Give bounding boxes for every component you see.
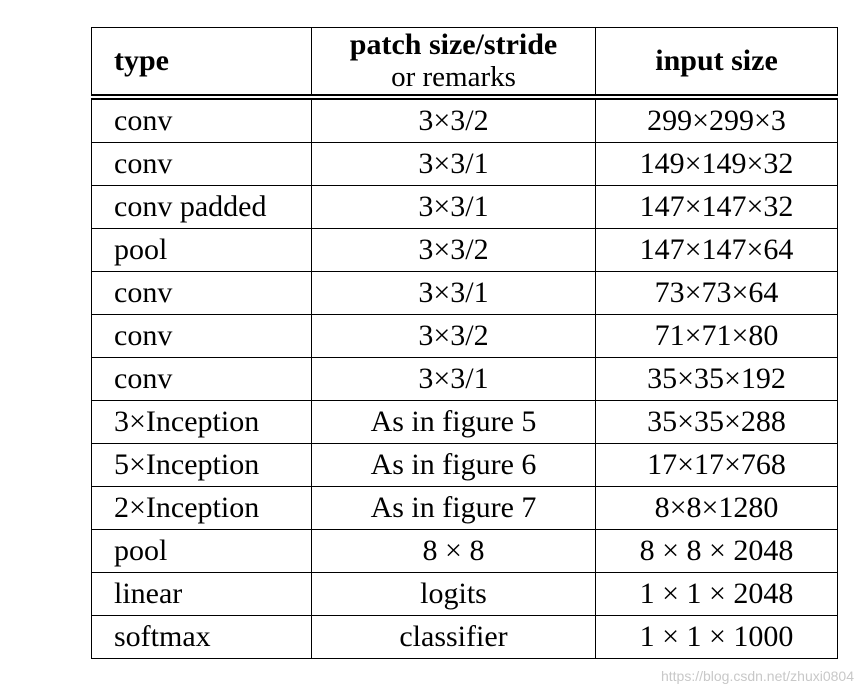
cell-type: 5×Inception bbox=[91, 443, 312, 487]
cell-patch-size: 8 × 8 bbox=[311, 529, 596, 573]
cell-patch-size: classifier bbox=[311, 615, 596, 659]
cell-patch-size: 3×3/2 bbox=[311, 96, 596, 143]
cell-input-size: 35×35×288 bbox=[595, 400, 838, 444]
header-type: type bbox=[91, 27, 312, 97]
watermark-url: https://blog.csdn.net/zhuxi0804 bbox=[660, 668, 854, 684]
cell-type: softmax bbox=[91, 615, 312, 659]
header-patch-size: patch size/stride or remarks bbox=[311, 27, 596, 97]
table-body: conv 3×3/2 299×299×3 conv 3×3/1 149×149×32 con… bbox=[91, 96, 838, 659]
cell-type: conv bbox=[91, 96, 312, 143]
header-patch-line1: patch size/stride bbox=[349, 28, 558, 61]
cell-type: conv bbox=[91, 142, 312, 186]
cell-patch-size: 3×3/1 bbox=[311, 271, 596, 315]
cell-type: pool bbox=[91, 228, 312, 272]
table-row: 2×Inception As in figure 7 8×8×1280 bbox=[91, 486, 838, 530]
header-row: type patch size/stride or remarks input … bbox=[91, 27, 838, 97]
cell-input-size: 1 × 1 × 2048 bbox=[595, 572, 838, 616]
table-row: 3×Inception As in figure 5 35×35×288 bbox=[91, 400, 838, 444]
cell-input-size: 1 × 1 × 1000 bbox=[595, 615, 838, 659]
cell-type: conv bbox=[91, 271, 312, 315]
cell-input-size: 71×71×80 bbox=[595, 314, 838, 358]
table-row: softmax classifier 1 × 1 × 1000 bbox=[91, 615, 838, 659]
cell-type: 3×Inception bbox=[91, 400, 312, 444]
table-row: conv 3×3/1 73×73×64 bbox=[91, 271, 838, 315]
cell-patch-size: 3×3/2 bbox=[311, 228, 596, 272]
cell-type: conv bbox=[91, 357, 312, 401]
cell-input-size: 149×149×32 bbox=[595, 142, 838, 186]
cell-patch-size: 3×3/1 bbox=[311, 357, 596, 401]
header-input-size: input size bbox=[595, 27, 838, 97]
table-row: conv 3×3/2 71×71×80 bbox=[91, 314, 838, 358]
architecture-table-container: type patch size/stride or remarks input … bbox=[91, 27, 838, 659]
cell-patch-size: As in figure 6 bbox=[311, 443, 596, 487]
cell-patch-size: As in figure 5 bbox=[311, 400, 596, 444]
cell-type: conv bbox=[91, 314, 312, 358]
cell-patch-size: 3×3/1 bbox=[311, 142, 596, 186]
cell-patch-size: 3×3/2 bbox=[311, 314, 596, 358]
cell-type: conv padded bbox=[91, 185, 312, 229]
table-row: conv 3×3/1 149×149×32 bbox=[91, 142, 838, 186]
cell-patch-size: logits bbox=[311, 572, 596, 616]
table-header: type patch size/stride or remarks input … bbox=[91, 27, 838, 97]
architecture-table: type patch size/stride or remarks input … bbox=[91, 27, 838, 659]
cell-input-size: 73×73×64 bbox=[595, 271, 838, 315]
table-row: linear logits 1 × 1 × 2048 bbox=[91, 572, 838, 616]
table-row: conv padded 3×3/1 147×147×32 bbox=[91, 185, 838, 229]
header-patch-line2: or remarks bbox=[391, 61, 516, 93]
table-row: conv 3×3/2 299×299×3 bbox=[91, 96, 838, 143]
cell-input-size: 147×147×32 bbox=[595, 185, 838, 229]
cell-type: linear bbox=[91, 572, 312, 616]
cell-input-size: 35×35×192 bbox=[595, 357, 838, 401]
cell-input-size: 8×8×1280 bbox=[595, 486, 838, 530]
cell-input-size: 147×147×64 bbox=[595, 228, 838, 272]
cell-input-size: 8 × 8 × 2048 bbox=[595, 529, 838, 573]
cell-patch-size: As in figure 7 bbox=[311, 486, 596, 530]
table-row: pool 3×3/2 147×147×64 bbox=[91, 228, 838, 272]
cell-type: pool bbox=[91, 529, 312, 573]
cell-type: 2×Inception bbox=[91, 486, 312, 530]
cell-input-size: 17×17×768 bbox=[595, 443, 838, 487]
table-row: 5×Inception As in figure 6 17×17×768 bbox=[91, 443, 838, 487]
table-row: conv 3×3/1 35×35×192 bbox=[91, 357, 838, 401]
cell-patch-size: 3×3/1 bbox=[311, 185, 596, 229]
cell-input-size: 299×299×3 bbox=[595, 96, 838, 143]
